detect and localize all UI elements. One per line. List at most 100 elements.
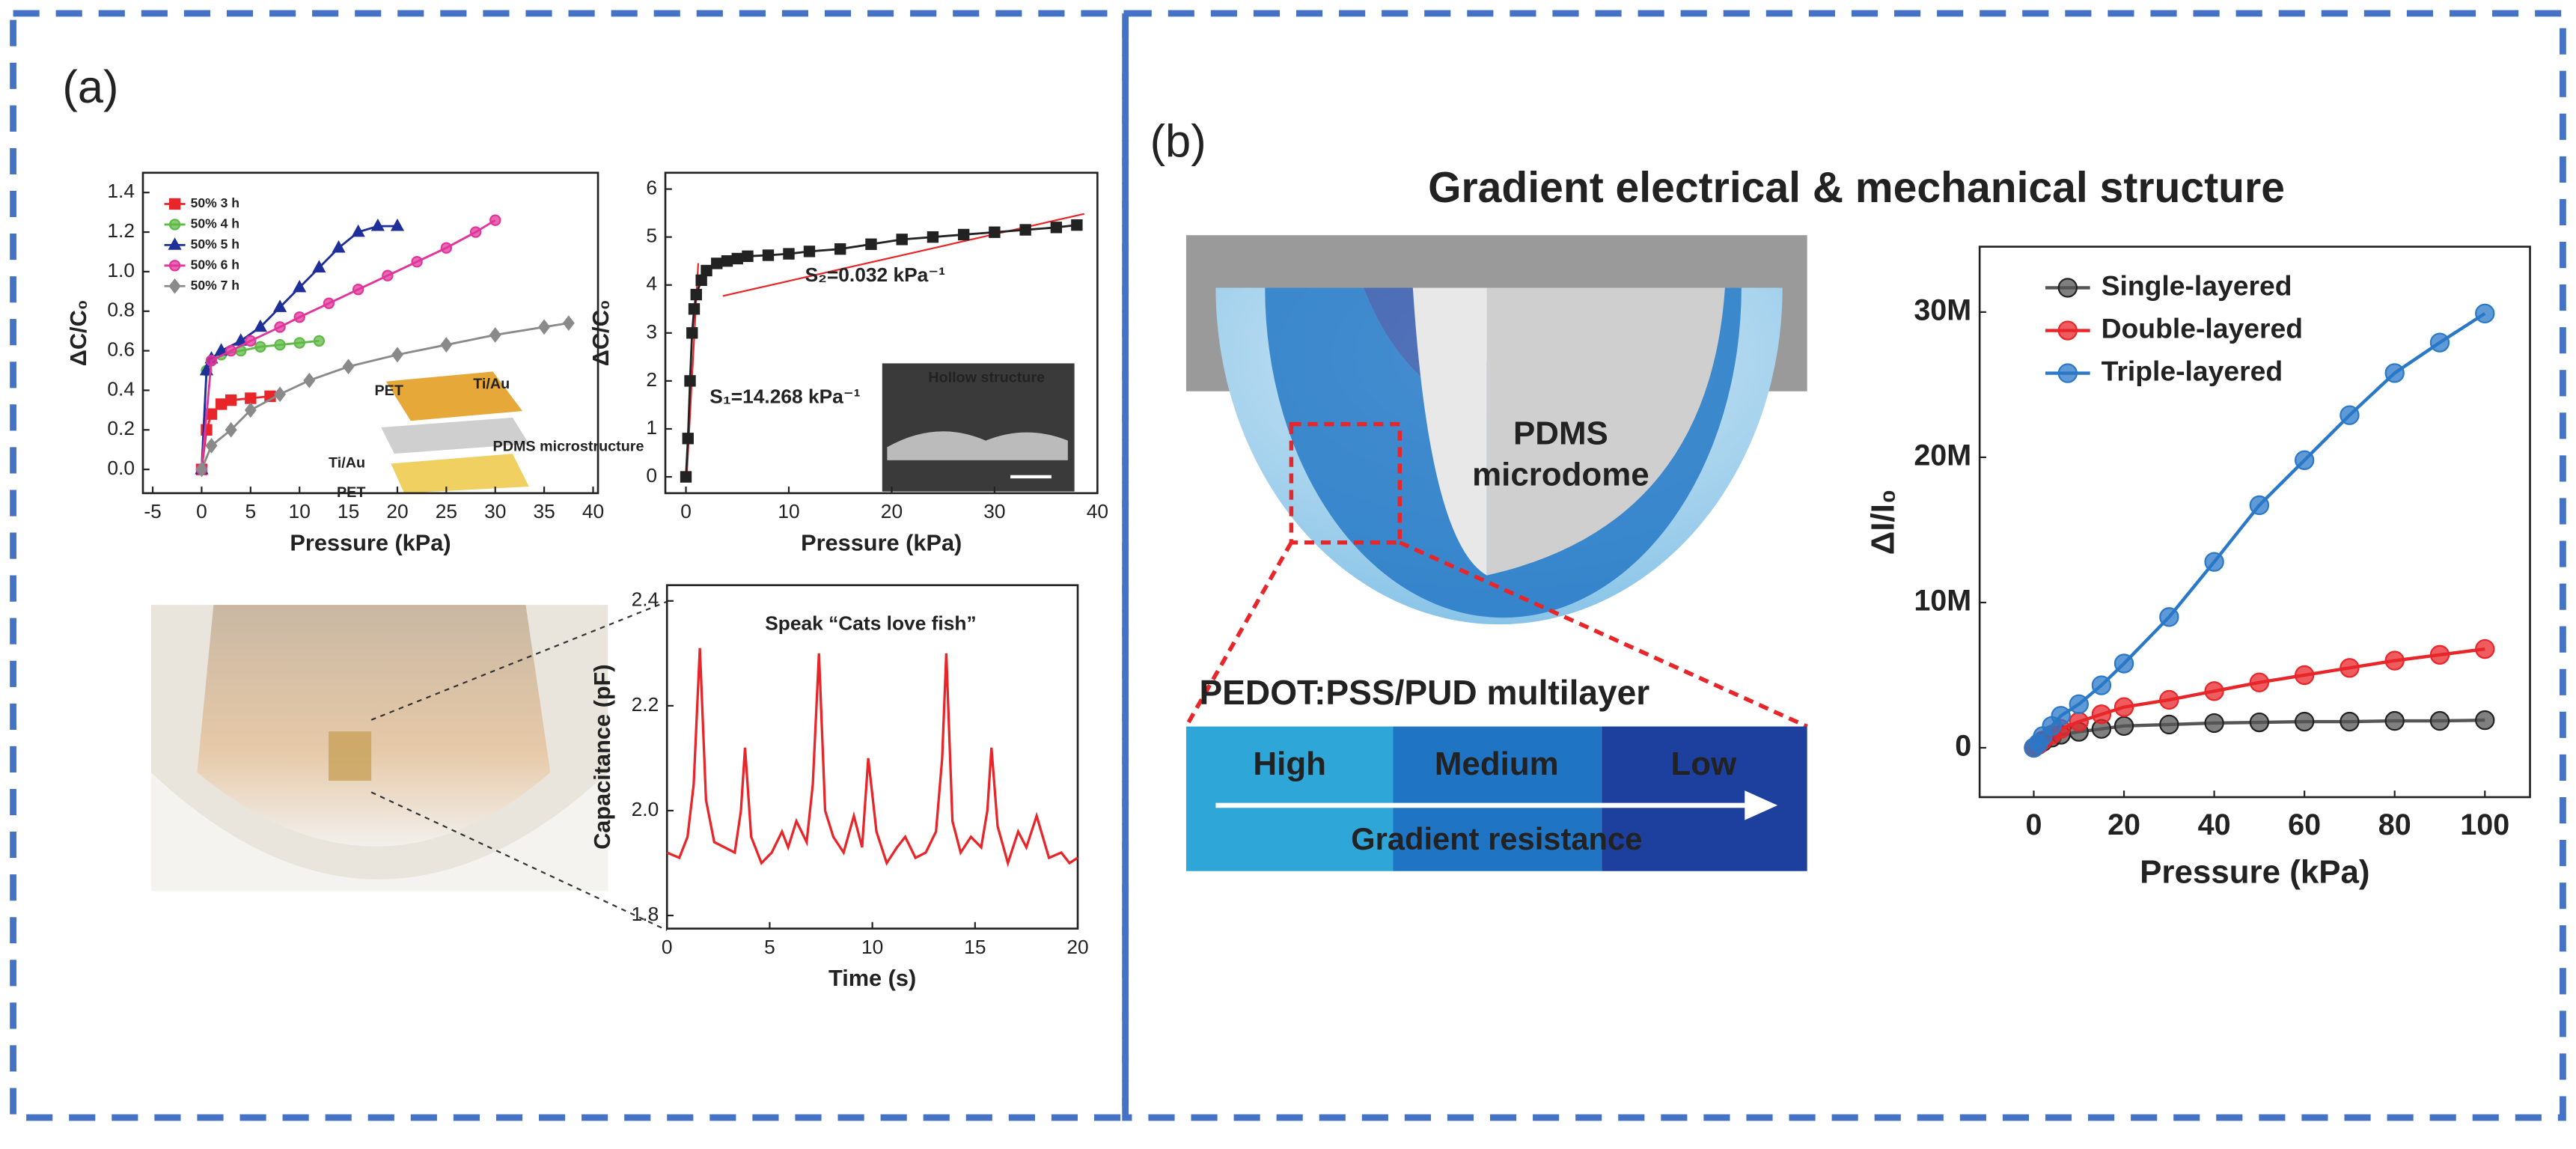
marker xyxy=(312,260,326,272)
y-tick-label: 2.4 xyxy=(632,588,659,611)
legend-label: Triple-layered xyxy=(2102,355,2283,386)
y-tick-label: 1 xyxy=(646,416,657,439)
y-tick-label: 1.4 xyxy=(107,180,135,202)
marker xyxy=(2384,710,2405,731)
marker xyxy=(2340,658,2360,678)
annotation: PET xyxy=(337,484,365,501)
annotation: Hollow structure xyxy=(928,369,1045,385)
marker xyxy=(2204,552,2224,572)
x-tick-label: 5 xyxy=(245,500,256,522)
x-tick-label: 0 xyxy=(662,936,673,958)
marker xyxy=(274,386,287,403)
layer-inset xyxy=(381,371,529,493)
x-tick-label: 40 xyxy=(582,500,604,522)
marker xyxy=(254,341,266,353)
marker xyxy=(225,421,237,438)
marker xyxy=(1050,222,1063,234)
x-tick-label: 80 xyxy=(2378,808,2411,841)
x-tick-label: 100 xyxy=(2460,808,2509,841)
marker xyxy=(686,327,698,339)
marker xyxy=(1071,219,1083,231)
y-axis-label: ΔI/I₀ xyxy=(1864,489,1901,555)
x-tick-label: 15 xyxy=(338,500,359,522)
marker xyxy=(834,243,846,255)
chart: 0 5 10 15 20 1.8 2.0 2.2 2.4 Time (s) Capacitance … xyxy=(589,584,1089,991)
annotation: S₂=0.032 kPa⁻¹ xyxy=(805,263,945,286)
marker xyxy=(2294,450,2315,470)
x-tick-label: -5 xyxy=(144,500,161,522)
marker xyxy=(323,297,335,309)
x-tick-label: 0 xyxy=(2026,808,2042,841)
marker xyxy=(762,249,775,261)
x-axis-label: Time (s) xyxy=(828,965,916,991)
legend-label: 50% 5 h xyxy=(191,237,239,252)
marker xyxy=(803,246,816,257)
marker xyxy=(313,335,326,347)
marker xyxy=(370,218,385,231)
marker xyxy=(711,257,723,269)
legend-marker xyxy=(2057,320,2078,341)
marker xyxy=(489,214,501,226)
marker xyxy=(489,327,501,343)
marker xyxy=(332,240,346,253)
x-tick-label: 40 xyxy=(1087,500,1108,522)
y-tick-label: 10M xyxy=(1914,584,1971,617)
panel-label: (b) xyxy=(1150,116,1206,168)
marker xyxy=(2475,638,2495,659)
marker xyxy=(684,375,696,387)
level-label: Medium xyxy=(1435,746,1559,782)
arrow-label: Gradient resistance xyxy=(1351,821,1642,856)
legend-marker xyxy=(168,198,181,210)
marker xyxy=(352,283,364,296)
panel-border xyxy=(10,10,1129,1121)
x-axis-label: Pressure (kPa) xyxy=(2140,853,2369,890)
marker xyxy=(865,238,877,250)
marker xyxy=(205,438,218,454)
legend-label: Double-layered xyxy=(2102,312,2303,344)
x-tick-label: 20 xyxy=(881,500,903,522)
marker xyxy=(2159,714,2179,735)
annotation: S₁=14.268 kPa⁻¹ xyxy=(709,385,860,407)
legend-label: 50% 4 h xyxy=(191,216,239,231)
marker xyxy=(2069,711,2089,732)
x-tick-label: 10 xyxy=(289,500,311,522)
marker xyxy=(225,394,237,406)
x-axis-label: Pressure (kPa) xyxy=(801,529,962,555)
x-axis-label: Pressure (kPa) xyxy=(290,529,451,555)
x-tick-label: 30 xyxy=(484,500,506,522)
x-tick-label: 10 xyxy=(778,500,799,522)
marker xyxy=(2051,706,2071,726)
marker xyxy=(2384,650,2405,671)
marker xyxy=(244,402,257,418)
marker xyxy=(742,250,754,262)
y-tick-label: 0.4 xyxy=(107,377,135,400)
marker xyxy=(538,319,551,335)
marker xyxy=(2204,681,2224,701)
marker xyxy=(351,224,365,237)
marker xyxy=(2204,713,2224,734)
marker xyxy=(225,344,237,357)
marker xyxy=(2294,665,2315,686)
chart: 0 20 40 60 80 100 0 10M 20M 30M Pressure (kPa) ΔI/I… xyxy=(1864,246,2531,890)
marker xyxy=(688,303,701,315)
marker xyxy=(2249,672,2270,692)
annotation: PET xyxy=(374,383,403,399)
marker xyxy=(274,338,286,351)
marker xyxy=(2249,495,2270,516)
marker xyxy=(2294,711,2315,732)
chart: -5 0 5 10 15 20 25 30 35 40 0.0 0.2 0.4 0.6 0.8 1.0 1.2 1… xyxy=(65,171,644,555)
x-tick-label: 20 xyxy=(2108,808,2140,841)
marker xyxy=(2429,332,2450,353)
legend-label: 50% 7 h xyxy=(191,278,239,293)
legend-marker xyxy=(168,260,181,272)
y-tick-label: 0 xyxy=(646,464,657,487)
marker xyxy=(411,256,423,268)
marker xyxy=(957,228,970,241)
marker xyxy=(2475,710,2495,731)
marker xyxy=(382,269,394,281)
marker xyxy=(2113,697,2134,717)
marker xyxy=(2159,607,2179,627)
y-tick-label: 0 xyxy=(1955,729,1971,762)
